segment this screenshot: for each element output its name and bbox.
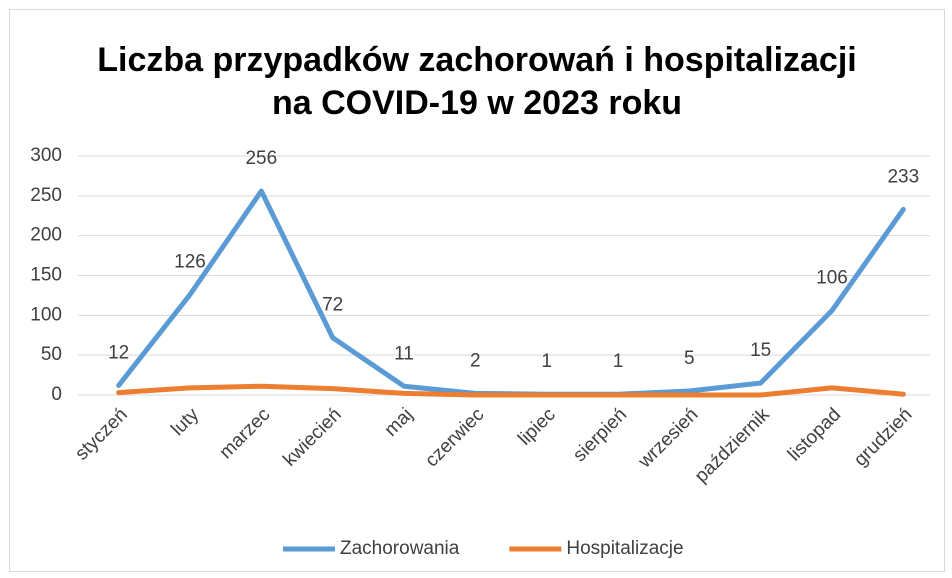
legend-label: Hospitalizacje [566,538,683,559]
legend-label: Zachorowania [340,538,460,559]
data-label: 233 [887,166,919,187]
y-tick-label: 100 [30,304,62,325]
y-tick-label: 250 [30,185,62,206]
data-label: 1 [541,351,552,372]
data-label: 11 [394,343,414,364]
data-label: 1 [613,351,624,372]
chart-title: Liczba przypadków zachorowań i hospitali… [97,41,857,79]
data-label: 256 [245,148,277,169]
y-tick-label: 0 [51,384,62,405]
data-label: 106 [816,268,848,289]
data-label: 15 [750,340,771,361]
y-tick-label: 150 [30,265,62,286]
data-label: 72 [322,295,343,316]
y-tick-label: 200 [30,225,62,246]
chart-title: na COVID-19 w 2023 roku [272,84,682,122]
y-tick-label: 300 [30,145,62,166]
y-tick-label: 50 [41,344,62,365]
data-label: 12 [108,342,129,363]
series-line [116,383,906,398]
data-label: 2 [470,350,481,371]
data-label: 126 [174,252,206,273]
data-label: 5 [684,348,695,369]
chart-border [9,9,945,572]
